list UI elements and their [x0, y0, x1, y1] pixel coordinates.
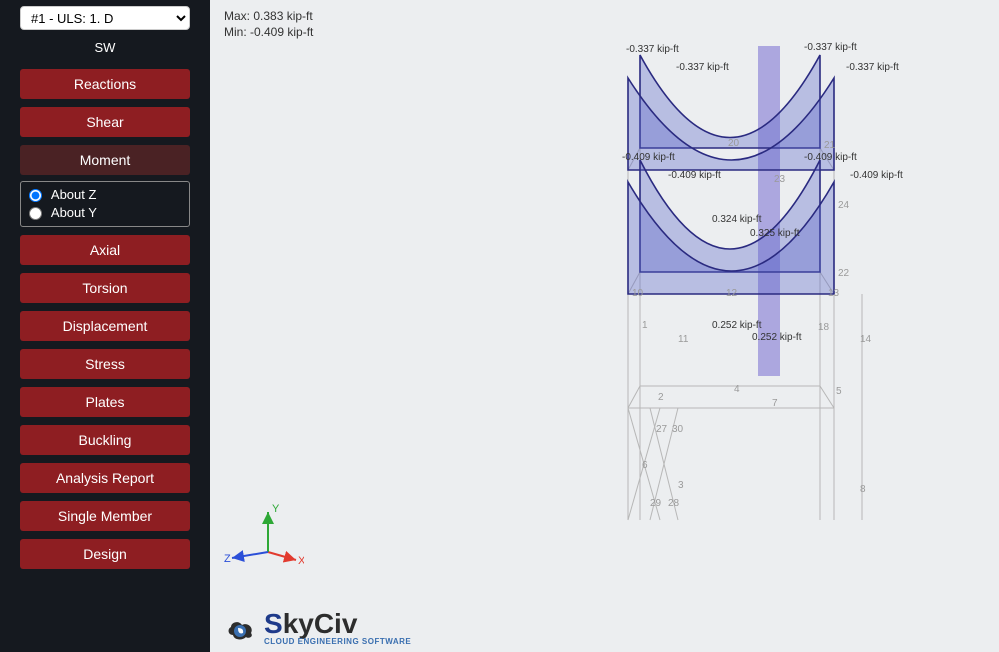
member-number: 21	[824, 140, 835, 151]
member-number: 30	[672, 424, 683, 435]
axis-x-label: X	[298, 555, 304, 567]
plates-button[interactable]: Plates	[20, 387, 190, 417]
moment-value: 0.252 kip-ft	[712, 320, 761, 331]
member-number: 2	[658, 392, 664, 403]
member-number: 13	[828, 288, 839, 299]
axis-y-label: Y	[272, 503, 280, 515]
moment-value: -0.409 kip-ft	[804, 152, 857, 163]
member-number: 22	[838, 268, 849, 279]
member-number: 20	[728, 138, 739, 149]
about-y-radio-label: About Y	[51, 205, 97, 220]
structure-diagram	[210, 0, 999, 580]
member-number: 23	[774, 174, 785, 185]
stress-button[interactable]: Stress	[20, 349, 190, 379]
moment-value: -0.337 kip-ft	[626, 44, 679, 55]
axes-gizmo: X Y Z	[224, 502, 304, 572]
moment-value: -0.337 kip-ft	[846, 62, 899, 73]
member-number: 7	[772, 398, 778, 409]
about-y-radio[interactable]: About Y	[29, 204, 181, 222]
skyciv-logo: SkyCiv CLOUD ENGINEERING SOFTWARE	[224, 610, 411, 646]
sw-label: SW	[10, 40, 200, 55]
moment-button[interactable]: Moment	[20, 145, 190, 175]
design-button[interactable]: Design	[20, 539, 190, 569]
load-case-select[interactable]: #1 - ULS: 1. D	[20, 6, 190, 30]
logo-tagline: CLOUD ENGINEERING SOFTWARE	[264, 638, 411, 646]
viewport[interactable]: Max: 0.383 kip-ft Min: -0.409 kip-ft	[210, 0, 999, 652]
member-number: 8	[860, 484, 866, 495]
shear-button[interactable]: Shear	[20, 107, 190, 137]
logo-name-rest: kyCiv	[283, 608, 358, 639]
report-button[interactable]: Analysis Report	[20, 463, 190, 493]
moment-value: -0.409 kip-ft	[622, 152, 675, 163]
axial-button[interactable]: Axial	[20, 235, 190, 265]
member-number: 10	[632, 288, 643, 299]
logo-name-s: S	[264, 608, 283, 639]
moment-value: 0.325 kip-ft	[750, 228, 799, 239]
single-member-button[interactable]: Single Member	[20, 501, 190, 531]
torsion-button[interactable]: Torsion	[20, 273, 190, 303]
member-number: 4	[734, 384, 740, 395]
moment-value: -0.337 kip-ft	[676, 62, 729, 73]
moment-value: -0.409 kip-ft	[668, 170, 721, 181]
member-number: 24	[838, 200, 849, 211]
reactions-button[interactable]: Reactions	[20, 69, 190, 99]
about-z-radio[interactable]: About Z	[29, 186, 181, 204]
displacement-button[interactable]: Displacement	[20, 311, 190, 341]
axis-z-label: Z	[224, 553, 231, 565]
moment-value: 0.324 kip-ft	[712, 214, 761, 225]
member-number: 28	[668, 498, 679, 509]
about-z-radio-label: About Z	[51, 187, 97, 202]
member-number: 3	[678, 480, 684, 491]
member-number: 14	[860, 334, 871, 345]
moment-axis-radios: About Z About Y	[20, 181, 190, 227]
member-number: 5	[836, 386, 842, 397]
member-number: 29	[650, 498, 661, 509]
member-number: 27	[656, 424, 667, 435]
about-z-radio-input[interactable]	[29, 189, 42, 202]
member-number: 1	[642, 320, 648, 331]
moment-value: 0.252 kip-ft	[752, 332, 801, 343]
buckling-button[interactable]: Buckling	[20, 425, 190, 455]
member-number: 6	[642, 460, 648, 471]
about-y-radio-input[interactable]	[29, 207, 42, 220]
moment-value: -0.337 kip-ft	[804, 42, 857, 53]
member-number: 18	[818, 322, 829, 333]
moment-value: -0.409 kip-ft	[850, 170, 903, 181]
member-number: 12	[726, 288, 737, 299]
cloud-icon	[224, 613, 258, 643]
sidebar: #1 - ULS: 1. D SW Reactions Shear Moment…	[0, 0, 210, 652]
member-number: 11	[678, 334, 688, 345]
